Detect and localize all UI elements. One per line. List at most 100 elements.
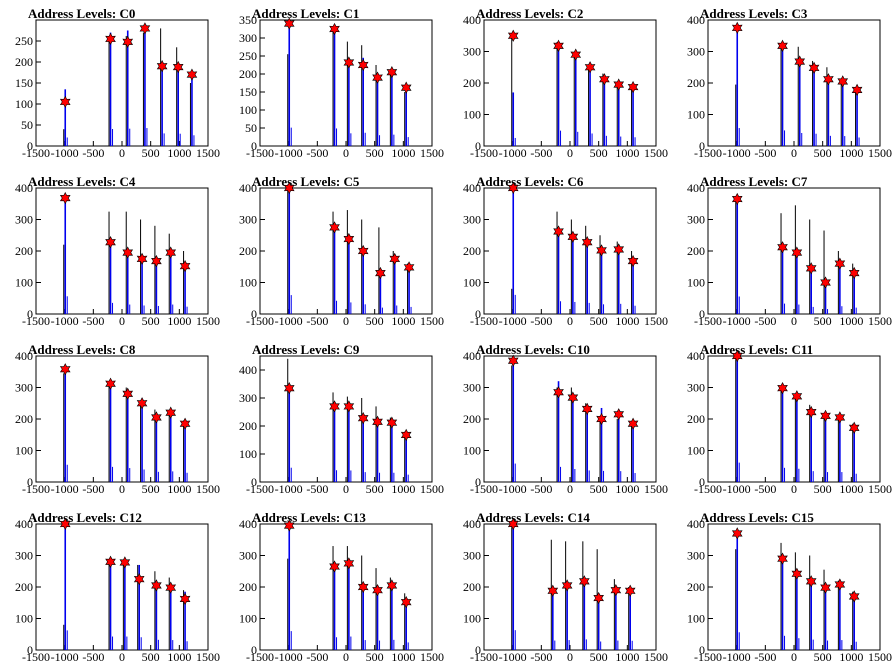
y-tick-label: 50 bbox=[245, 121, 257, 135]
chart-panel: Address Levels: C14 0 100 200 300 400 -1500 -10… bbox=[448, 504, 672, 672]
x-tick-label: 0 bbox=[343, 314, 349, 328]
peak-star-marker bbox=[584, 61, 596, 74]
y-tick-label: 0 bbox=[699, 139, 705, 153]
chart-panel: Address Levels: C6 0 100 200 300 400 -1500 -100… bbox=[448, 168, 672, 336]
y-tick-label: 200 bbox=[15, 580, 33, 594]
x-tick-label: 500 bbox=[814, 146, 832, 160]
y-tick-label: 350 bbox=[239, 13, 257, 27]
peak-star-marker bbox=[777, 39, 788, 52]
y-tick-label: 300 bbox=[687, 45, 705, 59]
peak-star-marker bbox=[624, 584, 636, 597]
peak-star-marker bbox=[596, 244, 607, 257]
chart-svg: Address Levels: C13 0 100 200 300 400 -1500 -10… bbox=[239, 510, 444, 664]
y-tick-label: 0 bbox=[27, 307, 33, 321]
peak-star-marker bbox=[599, 73, 610, 86]
x-tick-label: 1500 bbox=[868, 650, 892, 664]
y-tick-label: 100 bbox=[687, 108, 705, 122]
peak-star-marker bbox=[122, 35, 134, 48]
peak-star-marker bbox=[283, 382, 295, 395]
y-tick-label: 400 bbox=[687, 13, 705, 27]
x-tick-label: -1500 bbox=[694, 650, 722, 664]
x-tick-label: 0 bbox=[343, 482, 349, 496]
x-tick-label: -1500 bbox=[470, 314, 498, 328]
chart-svg: Address Levels: C3 0 100 200 300 400 -1500 -100… bbox=[687, 6, 892, 160]
x-tick-label: -1000 bbox=[275, 146, 303, 160]
x-tick-label: 500 bbox=[814, 482, 832, 496]
x-tick-label: 0 bbox=[119, 482, 125, 496]
x-tick-label: 500 bbox=[142, 314, 160, 328]
chart-svg: Address Levels: C9 0 100 200 300 400 -1500 -100… bbox=[239, 342, 444, 496]
x-tick-label: -1000 bbox=[51, 482, 79, 496]
peak-star-marker bbox=[59, 363, 71, 376]
x-tick-label: 1500 bbox=[420, 482, 444, 496]
x-tick-label: -1500 bbox=[694, 146, 722, 160]
peak-star-marker bbox=[731, 192, 743, 206]
x-tick-label: 1500 bbox=[420, 314, 444, 328]
y-tick-label: 100 bbox=[687, 276, 705, 290]
y-tick-label: 100 bbox=[15, 612, 33, 626]
peak-star-marker bbox=[507, 354, 519, 367]
y-tick-label: 200 bbox=[239, 580, 257, 594]
y-tick-label: 200 bbox=[239, 244, 257, 258]
peak-star-marker bbox=[777, 241, 788, 254]
peak-star-marker bbox=[329, 221, 340, 234]
peak-star-marker bbox=[553, 386, 564, 399]
y-tick-label: 200 bbox=[15, 412, 33, 426]
plot-frame bbox=[35, 187, 209, 315]
y-tick-label: 0 bbox=[475, 139, 481, 153]
peak-star-marker bbox=[119, 556, 131, 569]
peak-star-marker bbox=[834, 578, 846, 591]
peak-star-marker bbox=[627, 417, 639, 430]
y-tick-label: 300 bbox=[15, 549, 33, 563]
peak-star-marker bbox=[731, 21, 743, 35]
x-tick-label: -500 bbox=[82, 650, 104, 664]
x-tick-label: 1500 bbox=[196, 146, 220, 160]
x-tick-label: 1000 bbox=[839, 482, 863, 496]
peak-star-marker bbox=[165, 581, 177, 594]
y-tick-label: 100 bbox=[463, 612, 481, 626]
x-tick-label: -1500 bbox=[246, 482, 274, 496]
x-tick-label: 0 bbox=[119, 146, 125, 160]
x-tick-label: -1500 bbox=[246, 146, 274, 160]
y-tick-label: 100 bbox=[687, 444, 705, 458]
x-tick-label: -1000 bbox=[499, 146, 527, 160]
plot-frame bbox=[35, 19, 209, 147]
plot-frame bbox=[259, 187, 433, 315]
peak-star-marker bbox=[375, 266, 386, 280]
y-tick-label: 100 bbox=[15, 444, 33, 458]
x-tick-label: 0 bbox=[119, 650, 125, 664]
peak-star-marker bbox=[820, 276, 831, 289]
x-tick-label: 1000 bbox=[391, 482, 415, 496]
chart-panel: Address Levels: C2 0 100 200 300 400 -1500 -100… bbox=[448, 0, 672, 168]
y-tick-label: 400 bbox=[463, 13, 481, 27]
y-tick-label: 400 bbox=[239, 181, 257, 195]
chart-panel: Address Levels: C13 0 100 200 300 400 -1500 -10… bbox=[224, 504, 448, 672]
y-tick-label: 0 bbox=[475, 643, 481, 657]
y-tick-label: 300 bbox=[15, 213, 33, 227]
peak-star-marker bbox=[851, 83, 863, 97]
chart-title: Address Levels: C14 bbox=[476, 510, 590, 525]
x-tick-label: -500 bbox=[754, 146, 776, 160]
x-tick-label: 1500 bbox=[196, 650, 220, 664]
x-tick-label: 1000 bbox=[167, 650, 191, 664]
x-tick-label: -500 bbox=[530, 146, 552, 160]
y-tick-label: 0 bbox=[699, 307, 705, 321]
peak-star-marker bbox=[122, 387, 134, 400]
peak-star-marker bbox=[139, 22, 151, 35]
x-tick-label: 500 bbox=[142, 650, 160, 664]
x-tick-label: 1000 bbox=[615, 314, 639, 328]
peak-star-marker bbox=[179, 417, 191, 430]
y-tick-label: 200 bbox=[463, 580, 481, 594]
x-tick-label: -1000 bbox=[51, 650, 79, 664]
chart-title: Address Levels: C5 bbox=[252, 174, 360, 189]
chart-title: Address Levels: C3 bbox=[700, 6, 808, 21]
plot-frame bbox=[35, 355, 209, 483]
peak-star-marker bbox=[372, 71, 383, 84]
x-tick-label: 0 bbox=[791, 482, 797, 496]
chart-title: Address Levels: C1 bbox=[252, 6, 359, 21]
peak-star-marker bbox=[329, 22, 340, 36]
peak-star-marker bbox=[731, 527, 743, 540]
peak-star-marker bbox=[283, 519, 295, 532]
chart-title: Address Levels: C12 bbox=[28, 510, 142, 525]
y-tick-label: 400 bbox=[687, 517, 705, 531]
